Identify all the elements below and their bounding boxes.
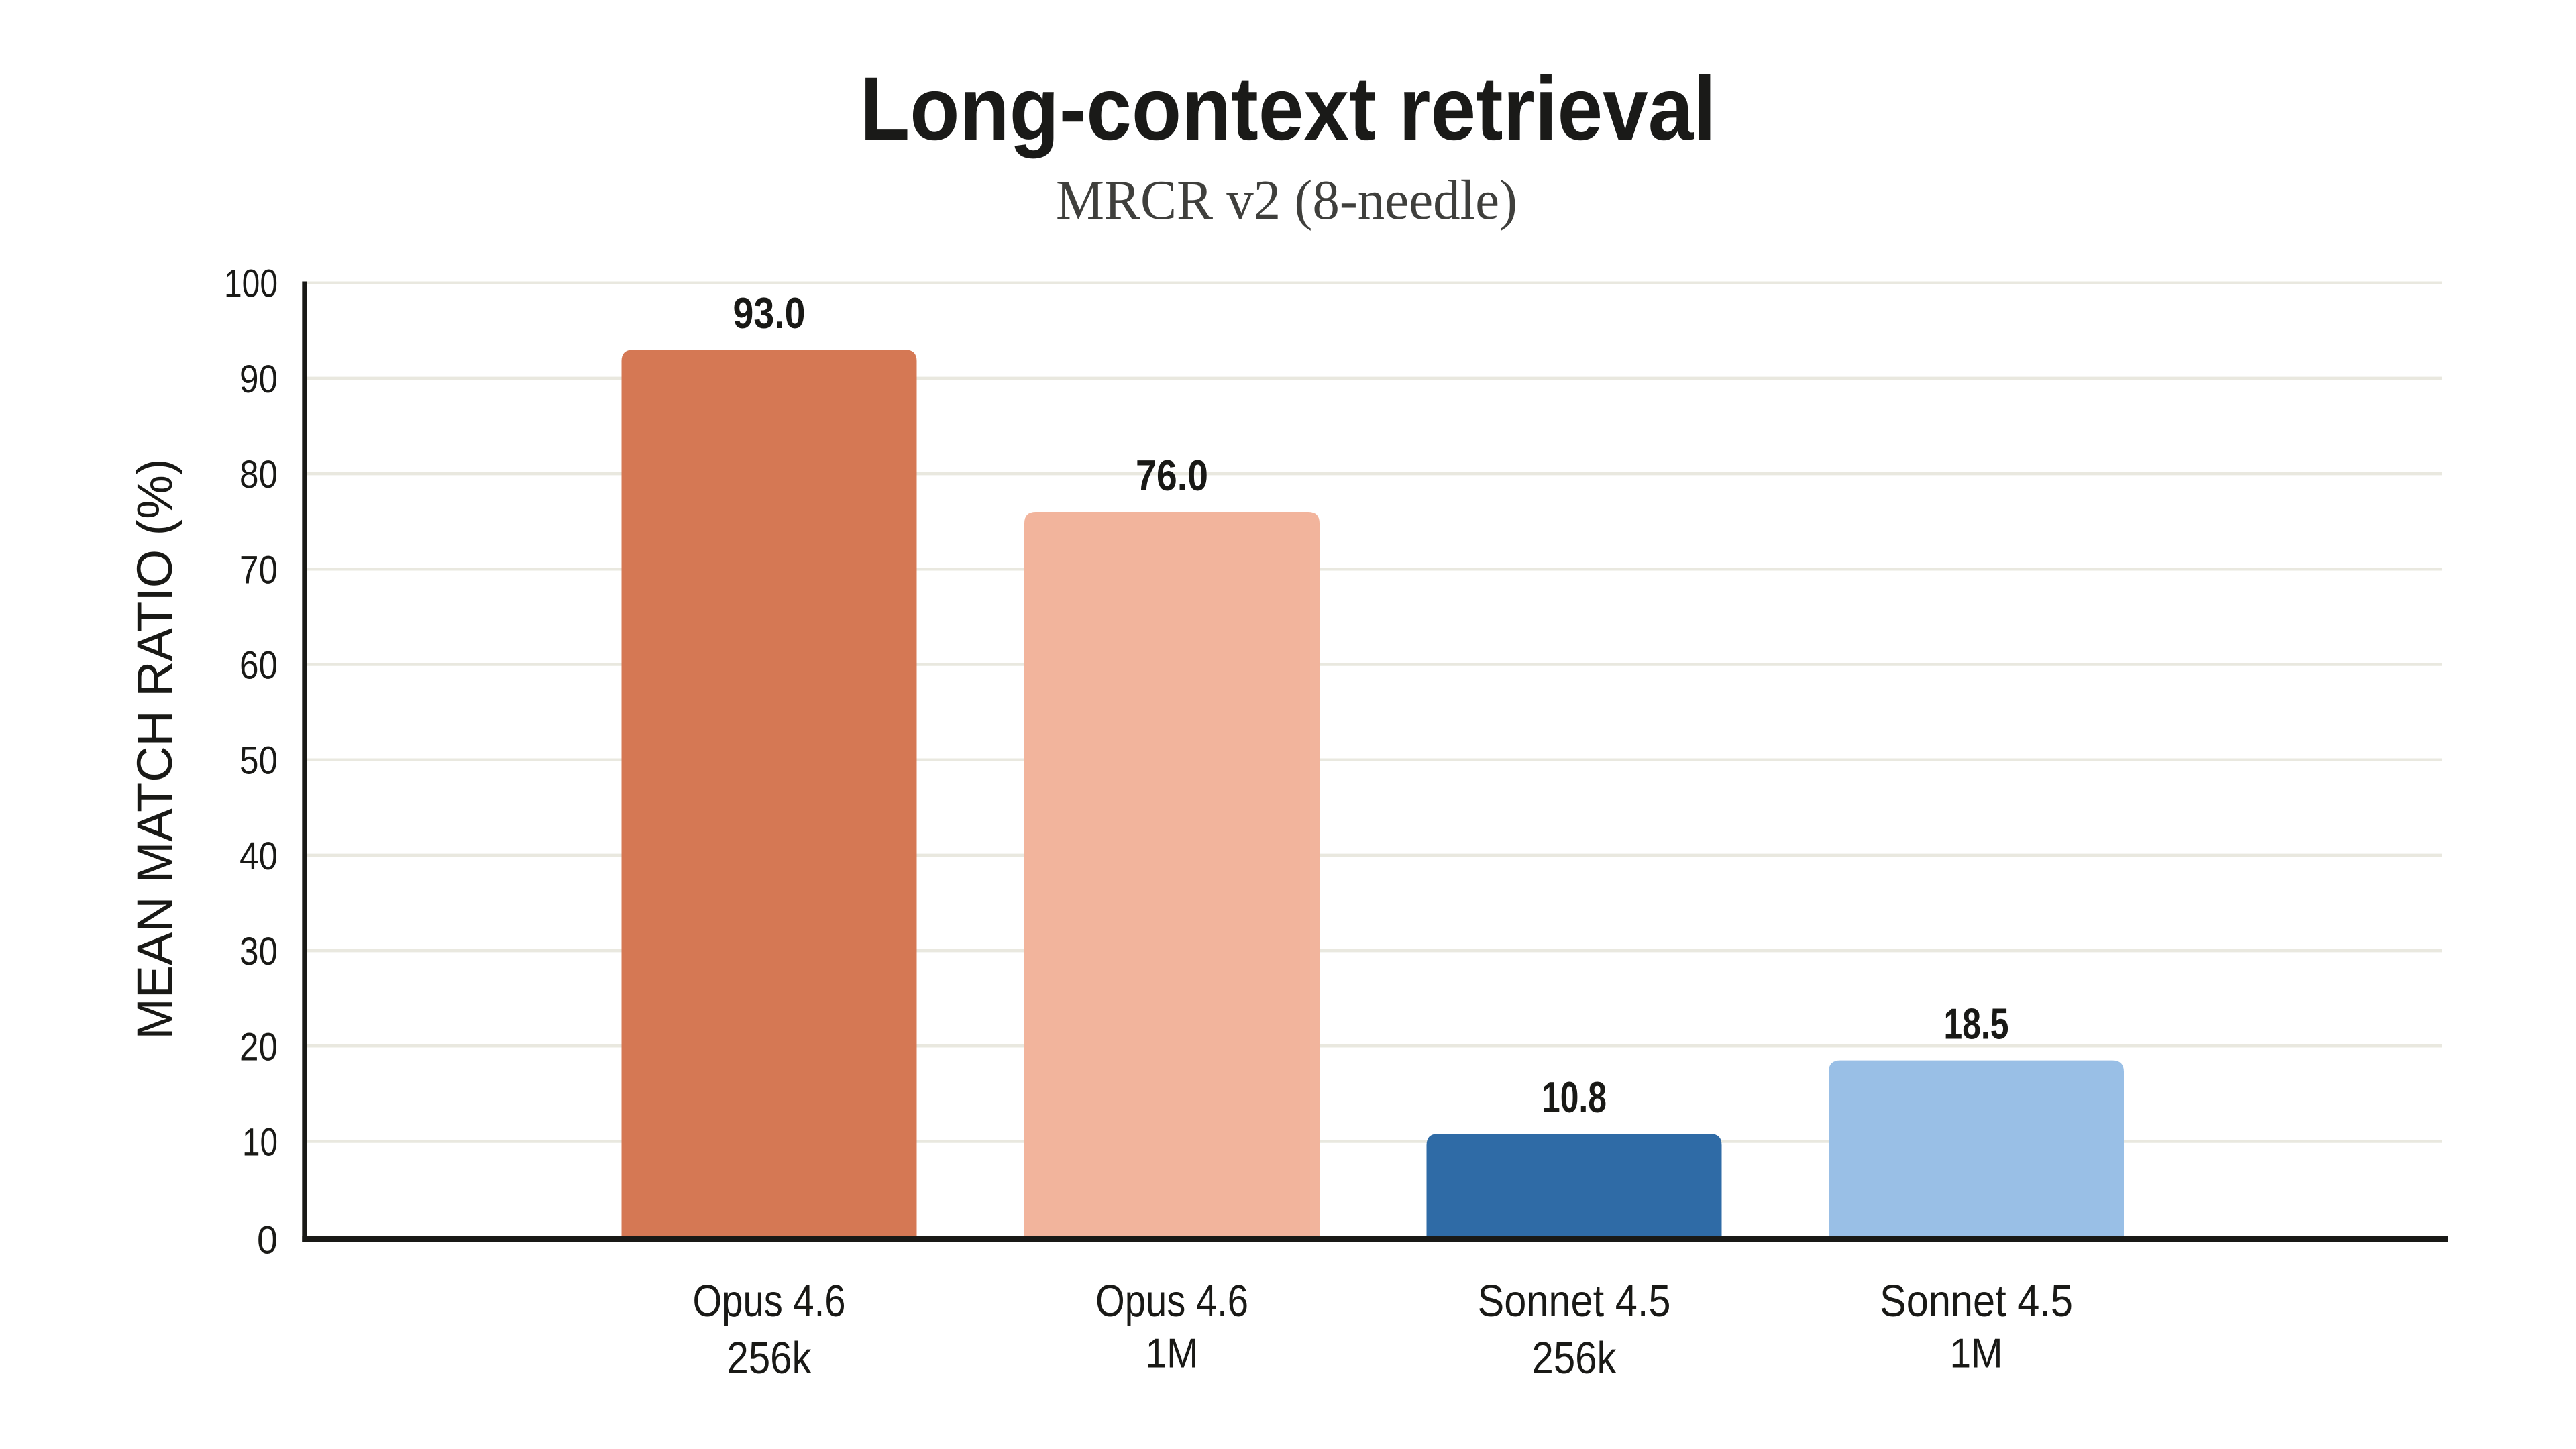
svg-text:80: 80 (239, 453, 278, 496)
svg-text:Sonnet 4.5: Sonnet 4.5 (1880, 1276, 2073, 1326)
svg-text:MEAN MATCH RATIO (%): MEAN MATCH RATIO (%) (127, 459, 182, 1040)
svg-text:18.5: 18.5 (1944, 1000, 2009, 1049)
svg-text:Sonnet 4.5: Sonnet 4.5 (1478, 1276, 1671, 1326)
svg-text:256k: 256k (727, 1333, 812, 1383)
svg-text:1M: 1M (1146, 1331, 1199, 1377)
svg-text:1M: 1M (1950, 1331, 2003, 1377)
svg-text:40: 40 (239, 835, 278, 878)
svg-text:30: 30 (239, 930, 278, 973)
svg-text:76.0: 76.0 (1136, 451, 1208, 500)
svg-text:0: 0 (257, 1219, 278, 1263)
svg-text:256k: 256k (1532, 1333, 1617, 1383)
svg-text:10: 10 (242, 1121, 278, 1165)
svg-text:Opus 4.6: Opus 4.6 (693, 1276, 846, 1326)
svg-text:Opus 4.6: Opus 4.6 (1095, 1276, 1248, 1326)
svg-text:70: 70 (239, 548, 278, 592)
svg-text:20: 20 (239, 1025, 278, 1069)
svg-text:Long-context retrieval: Long-context retrieval (860, 59, 1716, 159)
svg-text:MRCR v2 (8-needle): MRCR v2 (8-needle) (1056, 169, 1517, 231)
svg-text:10.8: 10.8 (1542, 1073, 1607, 1122)
svg-text:93.0: 93.0 (733, 288, 806, 337)
svg-text:90: 90 (239, 358, 278, 401)
svg-text:60: 60 (239, 644, 278, 688)
svg-text:100: 100 (224, 262, 278, 306)
svg-text:50: 50 (239, 739, 278, 783)
